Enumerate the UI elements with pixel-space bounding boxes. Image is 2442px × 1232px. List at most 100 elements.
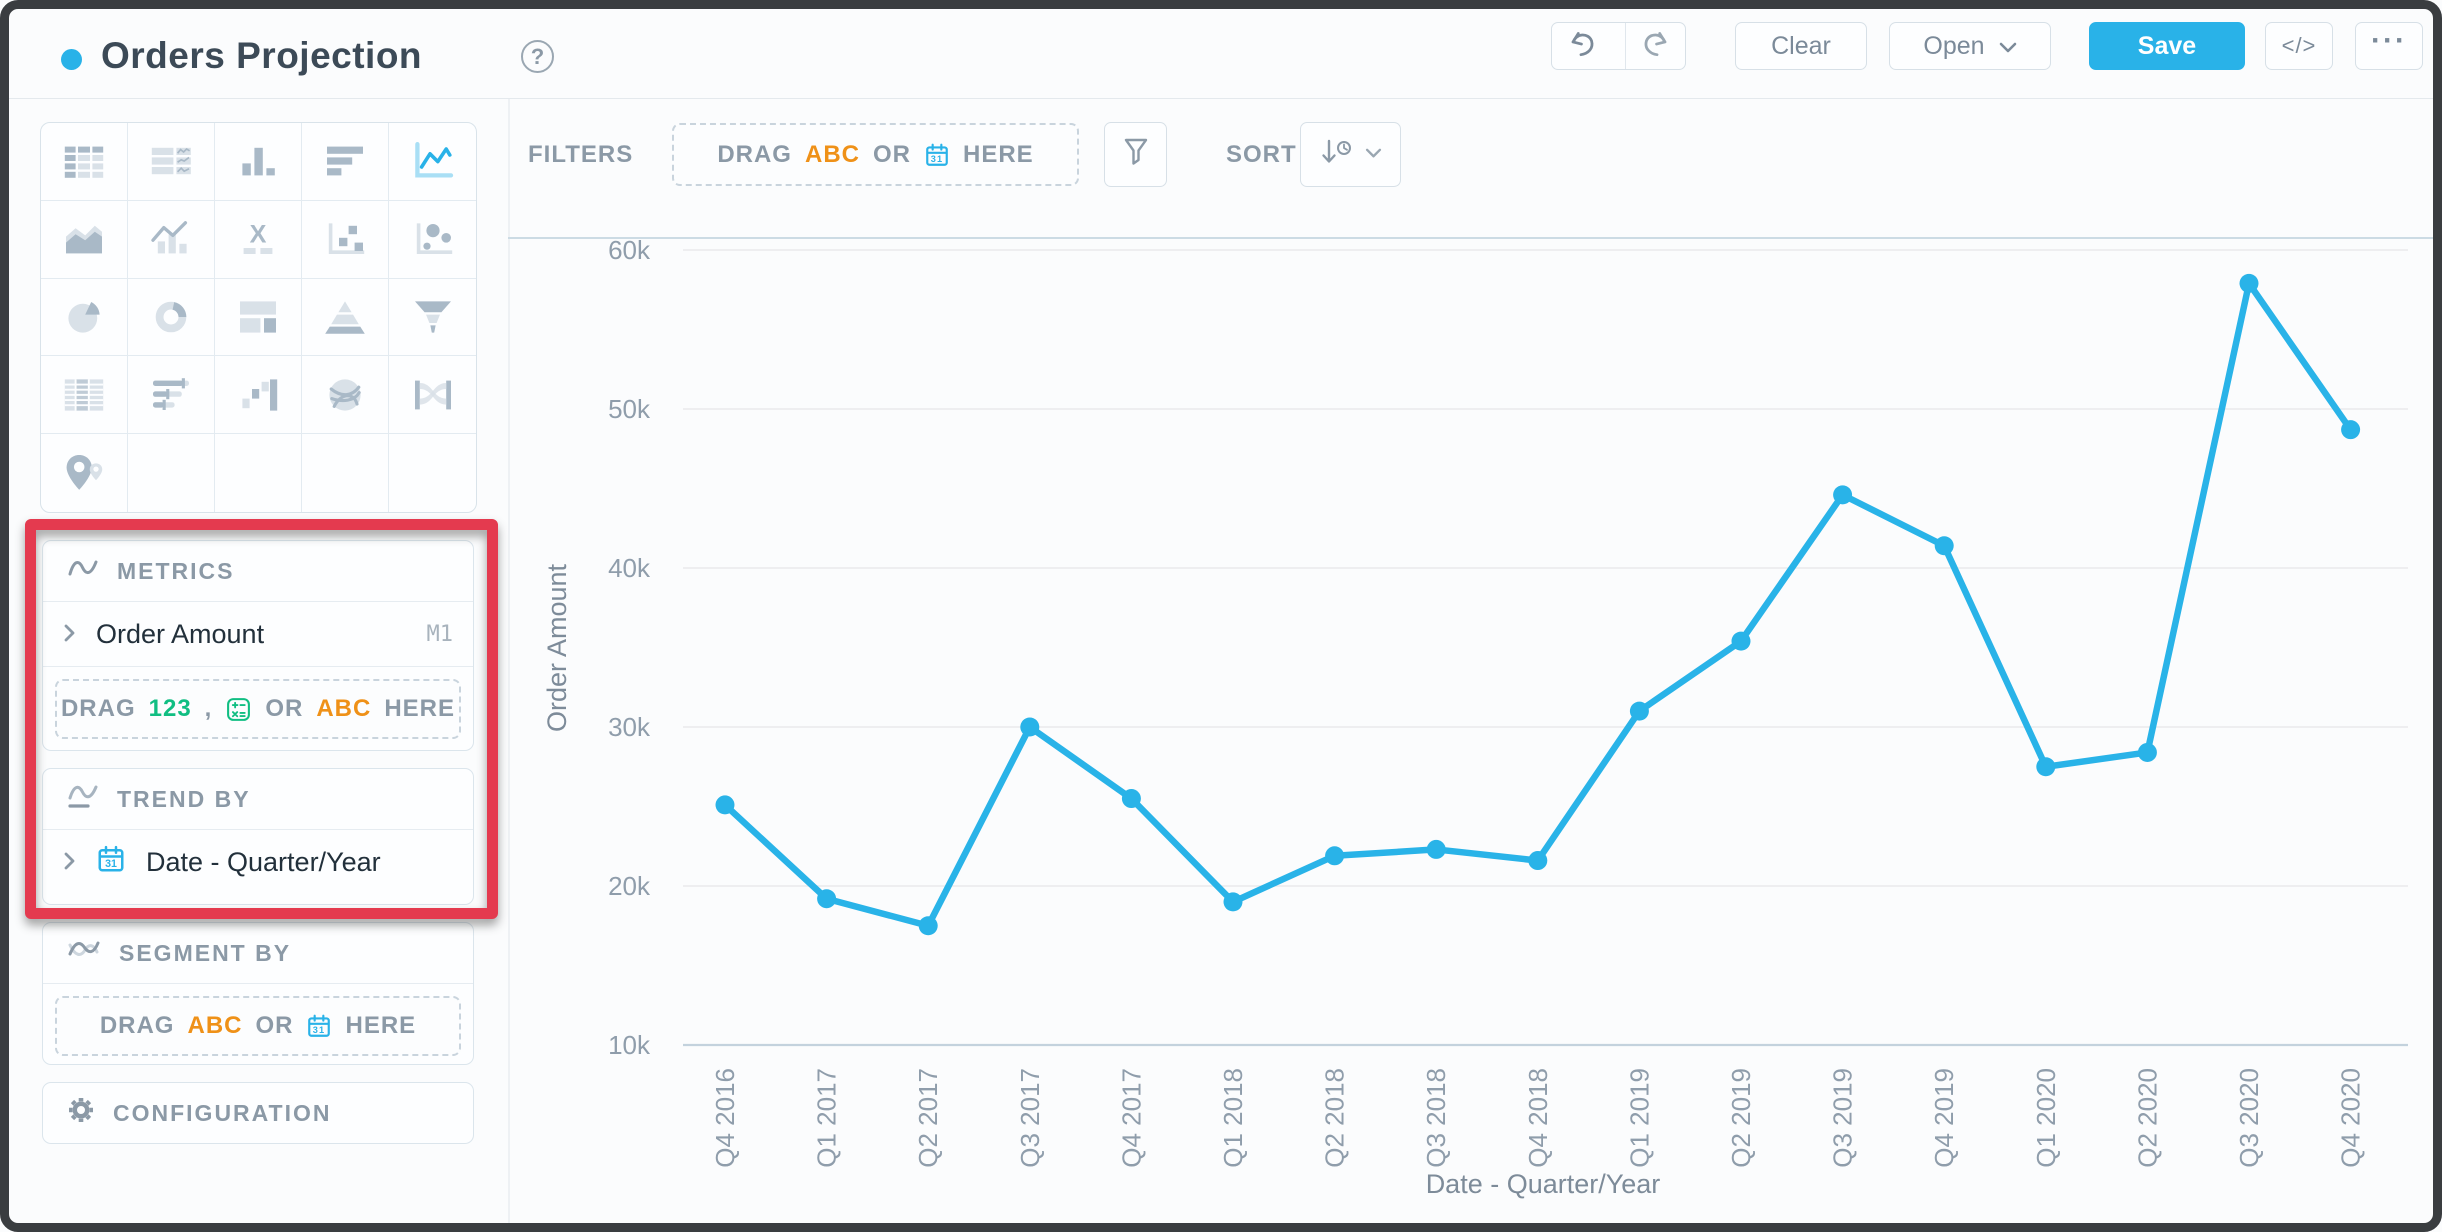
x-tick-label: Q1 2020 [2031,1068,2061,1168]
configuration-header: CONFIGURATION [43,1083,473,1143]
chart-type-table[interactable] [41,123,128,201]
chart-type-bubble[interactable] [389,201,476,279]
data-point[interactable] [715,795,735,815]
chart-type-pie[interactable] [41,278,128,357]
data-point[interactable] [1731,631,1751,651]
data-points[interactable] [715,273,2361,936]
chart-type-donut[interactable] [128,278,215,357]
segment-by-header: SEGMENT BY [43,923,473,984]
chevron-down-icon [1999,32,2017,61]
chart-type-scatter[interactable] [302,200,389,279]
data-point[interactable] [1426,839,1446,859]
filter-button[interactable] [1104,122,1167,187]
x-tick-label: Q2 2020 [2132,1068,2162,1168]
x-tick-label: Q4 2016 [710,1068,740,1168]
chart-type-funnel[interactable] [389,279,476,357]
x-tick-label: Q4 2018 [1523,1068,1553,1168]
data-point[interactable] [2137,742,2157,762]
redo-button[interactable] [1625,23,1685,69]
metrics-header: METRICS [43,541,473,602]
chart-type-treemap[interactable] [215,278,302,357]
y-tick-label: 40k [608,553,651,583]
drop-zone-text: DRAG [60,695,136,722]
calendar-icon: 31 [924,142,950,168]
data-point[interactable] [1121,789,1141,809]
chart-type-combo[interactable] [128,200,215,279]
sidebar-divider [508,98,510,1223]
trend-by-panel: TREND BY 31 Date - Quarter/Year [42,768,474,905]
chart-type-map[interactable] [41,434,128,512]
metrics-item-order-amount[interactable]: Order Amount M1 [43,602,473,667]
drop-zone-text: ABC [316,695,372,722]
drop-zone-text: DRAG [717,140,792,168]
x-tick-label: Q2 2019 [1726,1068,1756,1168]
chart-type-chord[interactable] [302,356,389,435]
x-tick-label: Q2 2017 [913,1068,943,1168]
x-tick-label: Q2 2018 [1320,1068,1350,1168]
open-button[interactable]: Open [1889,22,2051,70]
more-options-button[interactable]: ··· [2355,22,2423,70]
code-view-button[interactable]: </> [2265,22,2333,70]
save-button[interactable]: Save [2089,22,2245,70]
drop-zone-text: HERE [962,140,1034,168]
chart-type-grid-table[interactable] [41,356,128,435]
chart-type-x-indicator[interactable]: X [215,200,302,279]
data-point[interactable] [1528,851,1548,871]
chart-type-bar[interactable] [302,123,389,201]
wave-icon [67,555,99,587]
line-chart: 60k 50k 40k 30k 20k 10k Order Amount Q4 2016 Q1 … [542,235,2408,1199]
data-point[interactable] [2341,420,2361,440]
undo-button[interactable] [1552,23,1611,69]
data-point[interactable] [2239,273,2259,293]
y-tick-label: 30k [608,712,651,742]
trend-by-item-date[interactable]: 31 Date - Quarter/Year [43,830,473,894]
data-point[interactable] [1223,892,1243,912]
segment-by-drop-zone[interactable]: DRAG ABC OR 31 HERE [55,996,461,1056]
page-title: Orders Projection [101,35,423,76]
data-point[interactable] [1934,536,1954,556]
chart-type-picker: X [40,122,477,513]
data-point[interactable] [1833,485,1853,505]
chart-type-pyramid[interactable] [302,278,389,357]
segment-waves-icon [67,937,101,969]
chart-type-pivot[interactable] [128,123,215,201]
ellipsis-icon: ··· [2371,24,2407,57]
chart-type-column[interactable] [215,123,302,201]
header-bar: Orders Projection ? Clear Open Save </> … [9,9,2433,99]
clear-button[interactable]: Clear [1735,22,1867,70]
y-tick-label: 50k [608,394,651,424]
sort-button[interactable] [1300,122,1401,187]
data-point[interactable] [1020,717,1040,737]
undo-redo-group [1551,22,1686,70]
x-tick-label: Q3 2018 [1421,1068,1451,1168]
drop-zone-text: OR [872,140,911,168]
sort-label: SORT [1226,141,1297,168]
svg-text:31: 31 [313,1025,325,1035]
data-point[interactable] [817,889,837,909]
widget-color-dot [61,49,82,70]
chart-type-sliders[interactable] [128,356,215,435]
configuration-panel[interactable]: CONFIGURATION [42,1082,474,1144]
chart-type-waterfall[interactable] [215,356,302,435]
undo-icon [1565,26,1599,67]
drop-zone-text: ABC [187,1012,243,1039]
drop-zone-text: 123 [148,695,192,722]
filters-drop-zone[interactable]: DRAG ABC OR 31 HERE [672,123,1079,186]
data-point[interactable] [2036,757,2056,777]
y-axis-title: Order Amount [542,563,572,732]
help-icon[interactable]: ? [521,40,554,73]
calculator-icon [225,696,252,723]
x-tick-label: Q4 2019 [1929,1068,1959,1168]
y-tick-label: 60k [608,235,651,265]
chart-type-area[interactable] [41,200,128,279]
chart-type-sankey[interactable] [389,356,476,435]
chart-type-line-selected[interactable] [389,123,476,201]
data-point[interactable] [1629,701,1649,721]
svg-text:X: X [250,221,267,249]
metrics-drop-zone[interactable]: DRAG 123, OR ABC HERE [55,679,461,739]
data-point[interactable] [918,916,938,936]
x-axis-title: Date - Quarter/Year [1426,1169,1661,1199]
gear-icon [67,1096,95,1130]
data-point[interactable] [1325,846,1345,866]
